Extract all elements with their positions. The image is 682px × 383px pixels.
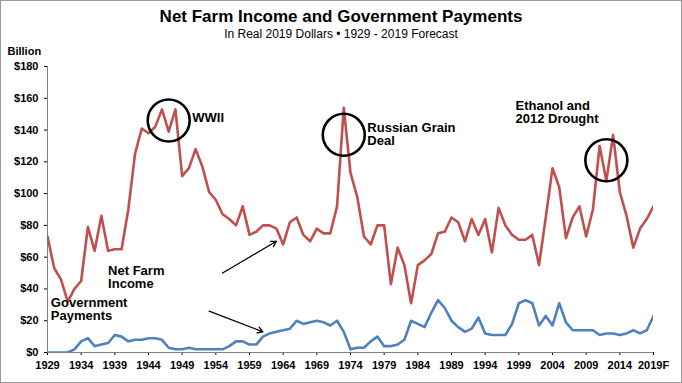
svg-text:Billion: Billion (8, 45, 42, 57)
html-text:In Real 2019 Dollars • 1929 -: In Real 2019 Dollars • 1929 - 2019 Forec… (224, 27, 458, 41)
svg-text:1989: 1989 (439, 359, 463, 371)
svg-text:1994: 1994 (473, 359, 498, 371)
svg-text:1929: 1929 (35, 359, 59, 371)
svg-text:2019F: 2019F (638, 359, 669, 371)
svg-text:1954: 1954 (204, 359, 229, 371)
svg-text:1999: 1999 (507, 359, 531, 371)
svg-text:$80: $80 (20, 219, 38, 231)
svg-text:2004: 2004 (540, 359, 565, 371)
svg-text:1969: 1969 (305, 359, 329, 371)
svg-text:2014: 2014 (608, 359, 633, 371)
svg-text:$120: $120 (14, 155, 38, 167)
svg-text:Russian GrainDeal: Russian GrainDeal (367, 120, 455, 148)
svg-text:1949: 1949 (170, 359, 194, 371)
svg-text:$160: $160 (14, 92, 38, 104)
svg-text:1934: 1934 (69, 359, 94, 371)
svg-text:1979: 1979 (372, 359, 396, 371)
svg-text:$0: $0 (26, 346, 38, 358)
svg-text:1964: 1964 (271, 359, 296, 371)
svg-text:Net FarmIncome: Net FarmIncome (108, 263, 164, 291)
svg-text:1959: 1959 (237, 359, 261, 371)
svg-text:Ethanol and2012 Drought: Ethanol and2012 Drought (515, 98, 599, 126)
svg-text:$20: $20 (20, 314, 38, 326)
svg-text:$180: $180 (14, 60, 38, 72)
svg-text:$60: $60 (20, 251, 38, 263)
svg-text:$40: $40 (20, 282, 38, 294)
svg-text:2009: 2009 (574, 359, 598, 371)
svg-text:1939: 1939 (103, 359, 127, 371)
svg-text:1944: 1944 (136, 359, 161, 371)
svg-text:1974: 1974 (338, 359, 363, 371)
svg-text:WWII: WWII (192, 110, 224, 125)
html-text:Net Farm Income and Government: Net Farm Income and Government Payments (159, 7, 523, 26)
svg-text:GovernmentPayments: GovernmentPayments (51, 295, 128, 323)
svg-text:$100: $100 (14, 187, 38, 199)
svg-text:1984: 1984 (406, 359, 431, 371)
svg-text:$140: $140 (14, 124, 38, 136)
